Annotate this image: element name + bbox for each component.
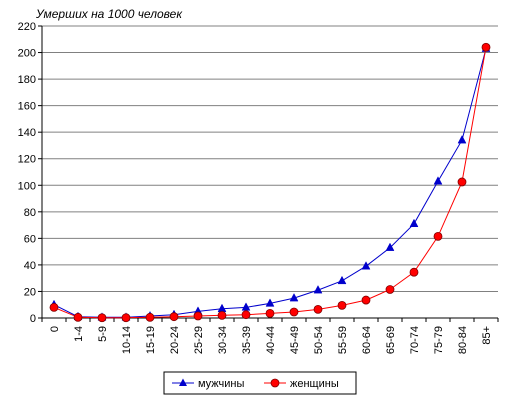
data-point-circle [433,231,443,241]
y-tick-label: 40 [24,260,36,272]
data-point-circle [409,267,419,277]
x-tick-label: 25-29 [193,326,205,354]
x-tick-label: 35-39 [241,326,253,354]
x-tick-label: 80-84 [457,326,469,354]
data-point-circle [265,308,275,318]
y-tick-label: 0 [30,313,36,325]
data-point-circle [337,300,347,310]
x-tick-label: 60-64 [361,326,373,354]
data-point-circle [289,307,299,317]
x-tick-label: 15-19 [145,326,157,354]
legend-label: женщины [290,378,339,390]
data-point-circle [217,310,227,320]
legend-box [163,371,357,395]
data-point-triangle [265,298,275,307]
data-point-circle [361,295,371,305]
data-point-circle [385,285,395,294]
y-tick-label: 20 [24,286,36,298]
series-layer [49,42,491,323]
data-point-circle [193,311,203,321]
legend: мужчины женщины [163,371,357,395]
triangle-icon [179,378,187,386]
data-point-circle [169,312,179,322]
x-tick-label: 45-49 [289,326,301,354]
data-point-circle [457,177,467,187]
data-point-circle [145,312,155,322]
x-tick-label: 10-14 [121,326,133,354]
series-men [49,43,491,321]
series-women [49,42,491,323]
x-axis-ticks: 0 1-4 5-9 10-14 15-19 20-24 25-29 30-34 35-39 40-… [41,318,499,354]
x-tick-label: 40-44 [265,326,277,354]
data-point-triangle [409,218,419,228]
y-axis-title: Умерших на 1000 человек [35,7,183,21]
x-tick-label: 75-79 [433,326,445,354]
data-point-circle [313,304,323,314]
data-point-triangle [457,135,467,144]
data-point-circle [481,42,491,52]
data-point-circle [121,313,131,323]
y-tick-label: 100 [18,180,36,192]
y-tick-label: 80 [24,207,36,219]
circle-icon [270,378,280,388]
data-point-triangle [361,261,371,270]
data-point-triangle [313,285,323,294]
x-tick-label: 20-24 [169,326,181,354]
y-tick-label: 180 [18,74,36,86]
data-point-triangle [433,176,443,185]
series-line [53,47,487,319]
x-tick-label: 30-34 [217,326,229,354]
y-tick-label: 140 [18,127,36,139]
x-tick-label: 0 [49,326,61,332]
x-tick-label: 1-4 [73,326,85,342]
x-tick-label: 85+ [481,326,493,345]
legend-label: мужчины [198,378,244,390]
data-point-circle [49,302,59,312]
data-point-triangle [289,293,299,302]
gridlines [42,25,498,292]
y-tick-label: 200 [18,48,36,60]
x-tick-label: 65-69 [385,326,397,354]
data-point-triangle [337,275,347,285]
data-point-triangle [217,303,227,312]
y-tick-label: 160 [18,101,36,113]
data-point-circle [73,312,83,322]
series-line [53,48,487,318]
x-tick-label: 50-54 [313,326,325,354]
data-point-triangle [385,242,395,251]
y-tick-label: 60 [24,233,36,245]
y-tick-label: 220 [18,21,36,33]
data-point-circle [241,310,251,320]
data-point-circle [97,313,107,323]
x-tick-label: 5-9 [97,326,109,342]
x-tick-label: 70-74 [409,326,421,354]
x-tick-label: 55-59 [337,326,349,354]
y-tick-label: 120 [18,154,36,166]
plot-frame [41,26,498,319]
y-axis-ticks: 0 20 40 60 80 100 120 140 160 180 200 220 [18,21,42,325]
